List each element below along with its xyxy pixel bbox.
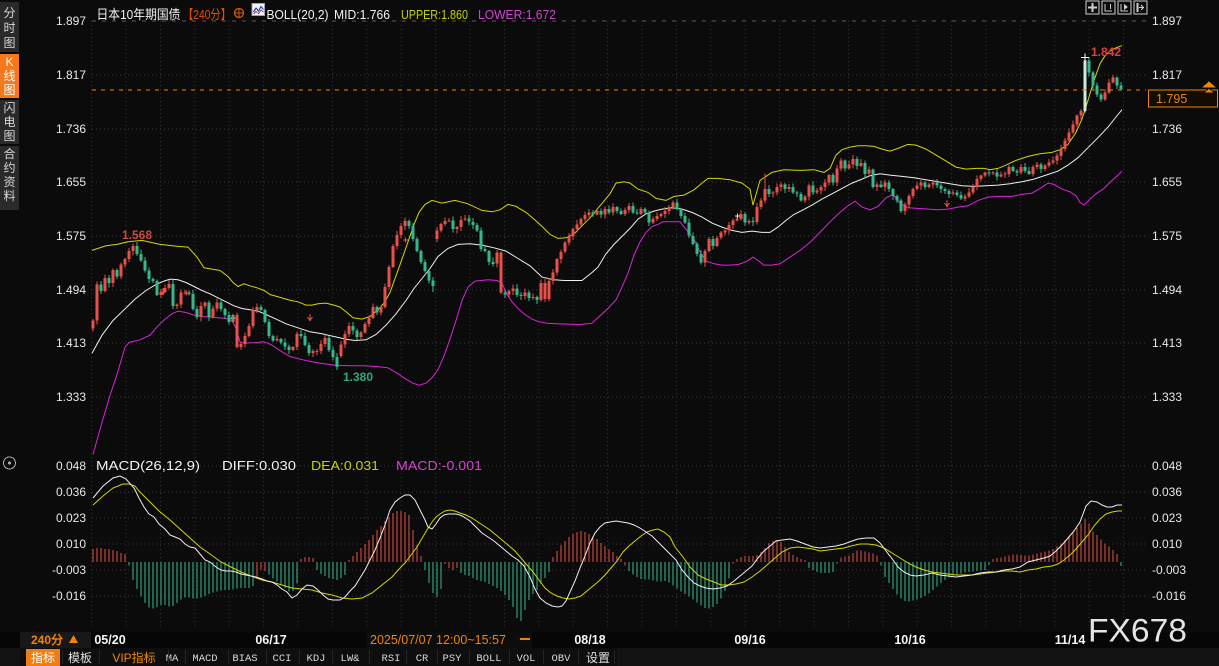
svg-text:LOWER:1.672: LOWER:1.672 [478, 7, 556, 22]
svg-text:1.817: 1.817 [1152, 68, 1182, 82]
svg-text:闪: 闪 [3, 101, 15, 115]
svg-text:K: K [5, 55, 13, 69]
svg-text:05/20: 05/20 [94, 633, 125, 647]
svg-text:1.494: 1.494 [56, 283, 86, 297]
svg-text:1.842: 1.842 [1091, 45, 1121, 59]
svg-text:合: 合 [3, 146, 15, 161]
svg-text:0.036: 0.036 [1152, 485, 1182, 499]
svg-text:0.010: 0.010 [56, 537, 86, 551]
svg-text:1.413: 1.413 [1152, 336, 1182, 350]
svg-text:1.333: 1.333 [56, 390, 86, 404]
svg-text:CR: CR [416, 653, 429, 665]
svg-text:0.048: 0.048 [1152, 459, 1182, 473]
svg-text:1.568: 1.568 [122, 228, 152, 242]
svg-text:线: 线 [3, 69, 15, 83]
svg-text:-0.003: -0.003 [52, 563, 86, 577]
svg-text:MA: MA [166, 653, 179, 665]
svg-text:0.010: 0.010 [1152, 537, 1182, 551]
svg-text:-0.016: -0.016 [1152, 589, 1186, 603]
svg-text:FX678: FX678 [1088, 613, 1187, 649]
svg-text:1.575: 1.575 [1152, 229, 1182, 243]
svg-text:09/16: 09/16 [734, 633, 765, 647]
svg-text:1.333: 1.333 [1152, 390, 1182, 404]
svg-text:MACD:-0.001: MACD:-0.001 [396, 458, 482, 473]
svg-text:1.736: 1.736 [1152, 122, 1182, 136]
svg-text:图: 图 [3, 83, 15, 97]
svg-text:时: 时 [3, 21, 15, 35]
svg-text:【240分】: 【240分】 [183, 7, 231, 22]
svg-text:0.048: 0.048 [56, 459, 86, 473]
svg-text:OBV: OBV [552, 653, 572, 665]
svg-text:料: 料 [3, 189, 15, 203]
svg-text:CCI: CCI [273, 653, 292, 665]
svg-text:VOL: VOL [517, 653, 536, 665]
svg-text:模板: 模板 [68, 651, 92, 665]
svg-text:设置: 设置 [586, 651, 610, 665]
svg-text:日本10年期国债: 日本10年期国债 [97, 7, 181, 22]
svg-text:MACD: MACD [192, 653, 217, 665]
svg-text:1.897: 1.897 [1152, 14, 1182, 28]
svg-text:UPPER:1.860: UPPER:1.860 [401, 7, 468, 22]
svg-text:LW&: LW& [341, 653, 361, 665]
svg-text:图: 图 [3, 129, 15, 143]
svg-text:10/16: 10/16 [894, 633, 925, 647]
svg-text:1.494: 1.494 [1152, 283, 1182, 297]
svg-text:11/14: 11/14 [1055, 633, 1086, 647]
svg-text:RSI: RSI [382, 653, 401, 665]
svg-text:1.655: 1.655 [1152, 175, 1182, 189]
svg-text:VIP指标: VIP指标 [112, 650, 155, 665]
svg-text:1.380: 1.380 [343, 370, 373, 384]
svg-text:DEA:0.031: DEA:0.031 [311, 458, 379, 473]
svg-text:1.817: 1.817 [56, 68, 86, 82]
svg-text:PSY: PSY [443, 653, 463, 665]
svg-text:0.023: 0.023 [56, 511, 86, 525]
svg-text:BIAS: BIAS [232, 653, 257, 665]
svg-text:约: 约 [3, 160, 15, 175]
svg-text:240分: 240分 [31, 632, 63, 647]
svg-text:06/17: 06/17 [255, 633, 286, 647]
svg-text:1.795: 1.795 [1156, 92, 1187, 106]
svg-text:2025/07/07 12:00~15:57: 2025/07/07 12:00~15:57 [370, 633, 506, 647]
svg-text:0.023: 0.023 [1152, 511, 1182, 525]
svg-text:指标: 指标 [31, 650, 55, 665]
svg-text:MACD(26,12,9): MACD(26,12,9) [96, 458, 200, 473]
svg-text:1.413: 1.413 [56, 336, 86, 350]
svg-text:1.736: 1.736 [56, 122, 86, 136]
svg-text:MID:1.766: MID:1.766 [334, 7, 390, 22]
svg-text:1.897: 1.897 [56, 14, 86, 28]
svg-text:1.655: 1.655 [56, 175, 86, 189]
svg-text:-0.003: -0.003 [1152, 563, 1186, 577]
svg-text:图: 图 [3, 36, 15, 50]
svg-text:08/18: 08/18 [574, 633, 605, 647]
svg-text:1.575: 1.575 [56, 229, 86, 243]
svg-text:DIFF:0.030: DIFF:0.030 [222, 458, 296, 473]
svg-text:资: 资 [3, 175, 15, 189]
svg-text:电: 电 [3, 115, 15, 129]
svg-text:-0.016: -0.016 [52, 589, 86, 603]
svg-text:KDJ: KDJ [307, 653, 326, 665]
svg-text:BOLL: BOLL [476, 653, 501, 665]
svg-text:0.036: 0.036 [56, 485, 86, 499]
svg-text:分: 分 [3, 6, 15, 20]
svg-text:BOLL(20,2): BOLL(20,2) [267, 7, 329, 22]
